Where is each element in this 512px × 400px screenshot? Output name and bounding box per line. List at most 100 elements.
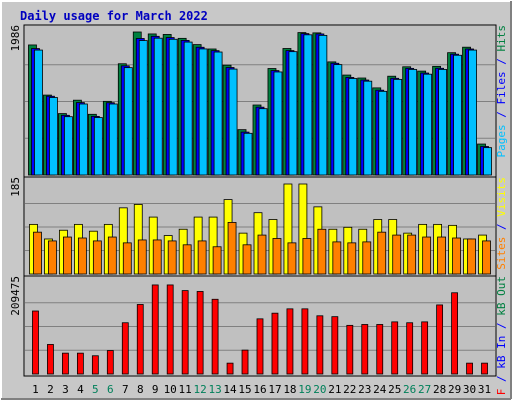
bar-kbytes-kb-f-day-9 [151, 284, 159, 375]
bar-kbytes-kb-f-day-16 [256, 318, 264, 375]
bar-hits-pages-day-27 [423, 73, 433, 176]
x-tick-label-20: 20 [313, 383, 326, 396]
panel-hits-axis-title-part-1: / [495, 105, 508, 125]
x-tick-label-19: 19 [298, 383, 311, 396]
bar-kbytes-kb-f-day-11 [181, 290, 189, 375]
bar-visits-sites-day-30 [467, 238, 476, 275]
bar-visits-sites-day-11 [182, 244, 192, 275]
x-tick-label-2: 2 [47, 383, 54, 396]
bar-kbytes-kb-f-day-21 [331, 316, 339, 375]
panel-visits-axis-title-part-1: / [495, 217, 508, 237]
panel-visits-axis-title: Sites / Visits [495, 177, 508, 270]
bar-kbytes-kb-f-day-7 [121, 322, 129, 375]
x-tick-label-11: 11 [179, 383, 192, 396]
bar-kbytes-kb-f-day-29 [451, 292, 458, 375]
bar-hits-pages-day-18 [288, 51, 298, 176]
x-tick-label-18: 18 [283, 383, 296, 396]
panel-hits-series-pages [34, 34, 492, 176]
panel-visits-ymax-label: 185 [9, 177, 22, 197]
bar-hits-pages-day-3 [64, 116, 73, 176]
bar-kbytes-kb-f-day-25 [391, 321, 399, 375]
bar-kbytes-kb-f-day-30 [466, 362, 473, 375]
bar-hits-pages-day-22 [348, 78, 358, 176]
panel-kbytes-series-kb-f [32, 284, 488, 375]
bar-visits-sites-day-10 [167, 240, 177, 275]
x-tick-label-28: 28 [433, 383, 446, 396]
bar-hits-pages-day-20 [318, 34, 328, 176]
bar-hits-pages-day-6 [108, 103, 118, 176]
x-tick-label-7: 7 [122, 383, 129, 396]
panel-hits: 1986 Pages / Files / Hits [9, 24, 508, 178]
bar-hits-pages-day-16 [258, 108, 268, 176]
x-tick-label-6: 6 [107, 383, 114, 396]
x-tick-label-14: 14 [223, 383, 237, 396]
chart-title: Daily usage for March 2022 [20, 9, 208, 23]
bar-kbytes-kb-f-day-12 [196, 291, 204, 375]
x-tick-label-5: 5 [92, 383, 99, 396]
bar-visits-sites-day-22 [347, 242, 357, 275]
bar-visits-sites-day-25 [392, 234, 402, 275]
panel-kbytes-axis-title-part-4: kB Out [495, 276, 508, 316]
x-tick-label-12: 12 [194, 383, 207, 396]
bar-visits-sites-day-8 [137, 239, 147, 275]
x-tick-label-17: 17 [268, 383, 281, 396]
x-tick-label-23: 23 [358, 383, 371, 396]
x-tick-label-26: 26 [403, 383, 416, 396]
panel-kbytes: 209475kB F / kB In / kB Out [9, 275, 508, 400]
panel-kbytes-ymax-label: 209475 [9, 276, 22, 316]
panel-kbytes-border [23, 275, 497, 377]
bar-visits-sites-day-23 [362, 241, 372, 275]
bar-kbytes-kb-f-day-24 [376, 324, 384, 375]
bar-visits-sites-day-18 [287, 242, 297, 275]
bar-hits-pages-day-31 [483, 147, 492, 176]
bar-hits-pages-day-2 [49, 97, 58, 176]
bar-kbytes-kb-f-day-31 [481, 362, 488, 375]
bar-kbytes-kb-f-day-5 [91, 355, 99, 375]
bar-visits-sites-day-15 [242, 244, 252, 275]
bar-visits-sites-day-21 [332, 241, 342, 275]
bar-hits-pages-day-26 [408, 69, 418, 176]
x-tick-label-24: 24 [373, 383, 387, 396]
bar-hits-pages-day-25 [393, 78, 403, 176]
bar-visits-sites-day-26 [407, 234, 417, 275]
bar-hits-pages-day-9 [153, 37, 163, 176]
bar-visits-sites-day-29 [452, 237, 461, 275]
x-tick-label-10: 10 [164, 383, 177, 396]
bar-visits-sites-day-27 [422, 236, 432, 275]
x-tick-label-25: 25 [388, 383, 401, 396]
panel-hits-axis-title-part-4: Hits [495, 25, 508, 52]
bar-visits-sites-day-1 [33, 231, 42, 275]
bar-hits-pages-day-8 [138, 40, 148, 176]
bar-hits-pages-day-15 [243, 132, 253, 176]
bar-kbytes-kb-f-day-27 [421, 321, 429, 375]
x-tick-label-4: 4 [77, 383, 84, 396]
bar-kbytes-kb-f-day-20 [316, 315, 324, 375]
bar-hits-pages-day-7 [123, 67, 133, 176]
bar-hits-pages-day-28 [438, 69, 448, 176]
bar-kbytes-kb-f-day-23 [361, 324, 369, 375]
panel-visits: 185 Sites / Visits [9, 176, 508, 277]
x-tick-label-22: 22 [343, 383, 356, 396]
bar-hits-pages-day-19 [303, 34, 313, 176]
x-tick-label-27: 27 [418, 383, 431, 396]
x-axis-labels: 1 2 3 4 5 6 7 8 9 10 11 12 13 14 15 16 17 18 19 20 21 22 23 24 2… [32, 383, 491, 396]
bar-visits-sites-day-20 [317, 228, 327, 275]
bar-visits-sites-day-17 [272, 238, 282, 275]
bar-hits-pages-day-11 [183, 41, 193, 176]
panel-visits-axis-title-part-2: Visits [495, 177, 508, 217]
bar-visits-sites-day-6 [107, 236, 117, 275]
bar-kbytes-kb-f-day-10 [166, 284, 174, 375]
bar-visits-sites-day-31 [482, 240, 491, 275]
x-tick-label-1: 1 [32, 383, 39, 396]
bar-hits-pages-day-17 [273, 71, 283, 176]
panel-hits-ymax-label: 1986 [9, 25, 22, 52]
x-tick-label-21: 21 [328, 383, 341, 396]
bar-hits-pages-day-23 [363, 80, 373, 176]
bar-kbytes-kb-f-day-6 [106, 350, 114, 375]
bar-visits-sites-day-24 [377, 231, 387, 275]
x-tick-label-16: 16 [253, 383, 266, 396]
bar-visits-sites-day-16 [257, 234, 267, 275]
bar-kbytes-kb-f-day-2 [47, 344, 54, 375]
